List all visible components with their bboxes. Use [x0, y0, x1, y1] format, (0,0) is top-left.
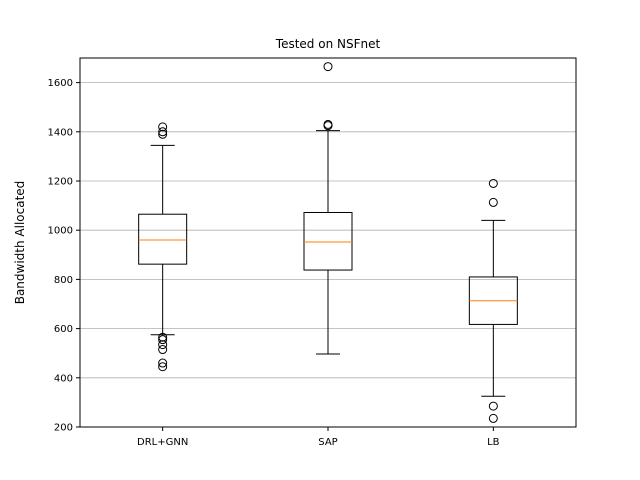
box-iqr [303, 211, 353, 271]
x-tick-label: SAP [318, 437, 337, 448]
box-plot-series [138, 62, 518, 423]
outlier-point [158, 362, 168, 372]
outlier-point [323, 62, 333, 72]
axis-ticks: 200 400 600 800 1000 1200 1400 1600 DRL+GNN SAP LB [48, 78, 500, 448]
outlier-point [158, 358, 168, 368]
outlier-point [488, 178, 498, 188]
y-tick-label: 600 [54, 324, 73, 335]
outlier-point [158, 335, 168, 345]
box-group [303, 62, 353, 355]
y-tick-label: 1200 [48, 177, 73, 188]
box-group [468, 178, 518, 423]
chart-title: Tested on NSFnet [275, 37, 381, 51]
y-tick-label: 1000 [48, 226, 73, 237]
outlier-point [158, 340, 168, 350]
outlier-point [158, 122, 168, 132]
y-tick-label: 800 [54, 275, 73, 286]
outlier-point [158, 127, 168, 137]
outlier-point [488, 197, 498, 207]
y-tick-label: 200 [54, 423, 73, 434]
outlier-point [488, 401, 498, 411]
y-tick-label: 1400 [48, 127, 73, 138]
y-axis-label: Bandwidth Allocated [13, 181, 27, 305]
outlier-point [323, 121, 333, 131]
box-iqr [138, 213, 188, 265]
y-tick-label: 400 [54, 373, 73, 384]
outlier-point [158, 129, 168, 139]
y-tick-label: 1600 [48, 78, 73, 89]
x-tick-label: LB [487, 437, 500, 448]
outlier-point [488, 413, 498, 423]
outlier-point [158, 332, 168, 342]
outlier-point [158, 345, 168, 355]
x-tick-label: DRL+GNN [137, 437, 188, 448]
box-group [138, 122, 188, 372]
